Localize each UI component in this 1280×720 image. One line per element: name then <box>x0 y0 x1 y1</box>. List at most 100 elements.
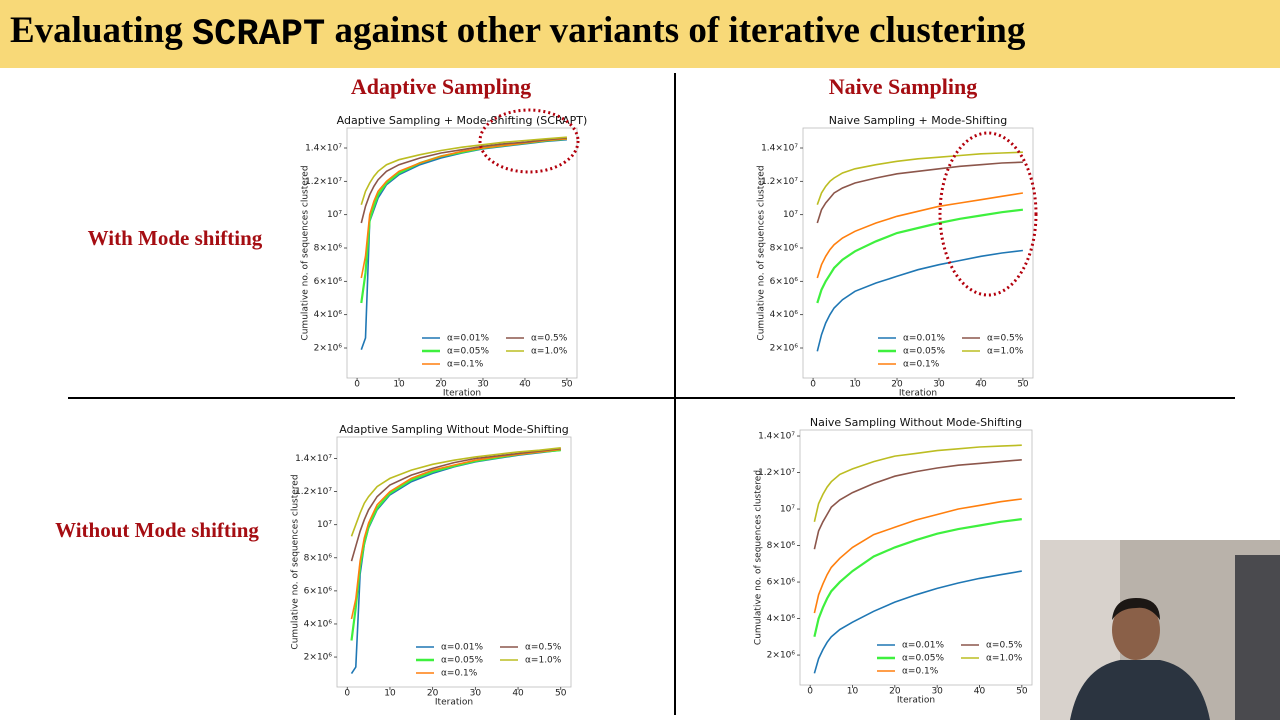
series-line <box>816 249 1023 352</box>
y-tick-label: 1.4×10⁷ <box>758 432 795 442</box>
x-tick-label: 40 <box>512 689 524 699</box>
highlight-ellipse <box>938 131 1038 297</box>
charts: Adaptive Sampling + Mode-Shifting (SCRAP… <box>291 114 1034 708</box>
y-tick-label: 6×10⁶ <box>314 277 343 287</box>
x-tick-label: 20 <box>435 380 447 390</box>
legend-label: α=1.0% <box>531 347 568 357</box>
speaker-hair <box>1112 598 1160 620</box>
series-line <box>360 138 567 279</box>
series-line <box>813 570 1022 674</box>
legend-label: α=1.0% <box>987 347 1024 357</box>
x-tick-label: 20 <box>891 380 903 390</box>
legend-label: α=1.0% <box>986 654 1023 664</box>
slide-title: Evaluating SCRAPT against other variants… <box>10 10 1026 55</box>
speaker-video <box>1040 540 1280 720</box>
y-tick-label: 10⁷ <box>317 520 332 530</box>
y-tick-label: 10⁷ <box>327 210 342 220</box>
title-part: Evaluating <box>10 10 192 51</box>
x-tick-label: 30 <box>477 380 489 390</box>
series-line <box>350 447 561 562</box>
y-tick-label: 1.4×10⁷ <box>305 144 342 154</box>
x-tick-label: 50 <box>555 689 567 699</box>
plot-area <box>799 429 1033 686</box>
highlight-ellipse <box>478 108 580 174</box>
y-tick-label: 1.4×10⁷ <box>761 144 798 154</box>
y-tick-label: 2×10⁶ <box>770 344 799 354</box>
chart-title: Naive Sampling Without Mode-Shifting <box>810 416 1022 429</box>
legend-label: α=0.5% <box>987 334 1024 344</box>
x-tick-label: 40 <box>975 380 987 390</box>
x-tick-label: 40 <box>519 380 531 390</box>
y-tick-label: 10⁷ <box>783 210 798 220</box>
y-tick-label: 6×10⁶ <box>770 277 799 287</box>
series-line <box>813 518 1022 638</box>
series-line <box>813 498 1022 614</box>
x-tick-label: 30 <box>931 687 943 697</box>
chart-title: Adaptive Sampling Without Mode-Shifting <box>339 423 569 436</box>
x-tick-label: 10 <box>847 687 859 697</box>
y-tick-label: 8×10⁶ <box>767 541 796 551</box>
y-tick-label: 1.4×10⁷ <box>295 454 332 464</box>
row-label: Without Mode shifting <box>55 518 259 542</box>
x-axis-label: Iteration <box>443 389 481 399</box>
x-tick-label: 0 <box>344 689 350 699</box>
plot-area <box>336 436 572 688</box>
legend-label: α=0.1% <box>447 360 484 370</box>
legend-label: α=0.05% <box>903 347 946 357</box>
column-label: Naive Sampling <box>829 74 978 99</box>
y-tick-label: 4×10⁶ <box>304 619 333 629</box>
series-line <box>816 161 1023 224</box>
x-tick-label: 50 <box>1017 380 1029 390</box>
title-part: against other variants of iterative clus… <box>325 10 1026 51</box>
y-tick-label: 1.2×10⁷ <box>305 177 342 187</box>
x-axis-label: Iteration <box>435 698 473 708</box>
x-tick-label: 30 <box>933 380 945 390</box>
row-label: With Mode shifting <box>88 226 263 250</box>
series-line <box>813 459 1022 550</box>
y-tick-label: 1.2×10⁷ <box>758 468 795 478</box>
y-tick-label: 8×10⁶ <box>314 244 343 254</box>
x-tick-label: 10 <box>384 689 396 699</box>
y-tick-label: 10⁷ <box>780 505 795 515</box>
legend-label: α=0.05% <box>447 347 490 357</box>
y-tick-label: 2×10⁶ <box>304 653 333 663</box>
plot-area <box>346 127 578 379</box>
legend-label: α=0.05% <box>441 656 484 666</box>
y-tick-label: 2×10⁶ <box>314 344 343 354</box>
y-axis-label: Cumulative no. of sequences clustered <box>754 470 764 645</box>
legend-label: α=0.1% <box>902 667 939 677</box>
legend-label: α=0.01% <box>902 641 945 651</box>
x-tick-label: 0 <box>807 687 813 697</box>
y-tick-label: 4×10⁶ <box>314 310 343 320</box>
x-tick-label: 50 <box>561 380 573 390</box>
series-line <box>350 448 561 620</box>
title-part: SCRAPT <box>192 14 325 56</box>
legend-label: α=0.01% <box>441 643 484 653</box>
y-axis-label: Cumulative no. of sequences clustered <box>291 474 301 649</box>
plot-area <box>802 127 1034 379</box>
legend-label: α=0.1% <box>903 360 940 370</box>
series-line <box>360 137 567 224</box>
series-line <box>350 447 561 537</box>
legend: α=0.01% α=0.05% α=0.1% α=0.5% α=1.0% <box>877 641 1023 677</box>
y-tick-label: 1.2×10⁷ <box>295 487 332 497</box>
x-tick-label: 10 <box>393 380 405 390</box>
series-line <box>360 136 567 205</box>
y-tick-label: 1.2×10⁷ <box>761 177 798 187</box>
series-line <box>813 444 1022 522</box>
x-tick-label: 20 <box>889 687 901 697</box>
x-tick-label: 0 <box>354 380 360 390</box>
speaker-body <box>1070 660 1210 720</box>
x-tick-label: 50 <box>1016 687 1028 697</box>
x-tick-label: 30 <box>470 689 482 699</box>
y-tick-label: 4×10⁶ <box>770 310 799 320</box>
legend-label: α=0.1% <box>441 669 478 679</box>
column-label: Adaptive Sampling <box>351 74 531 99</box>
legend-label: α=0.5% <box>986 641 1023 651</box>
y-tick-label: 6×10⁶ <box>304 586 333 596</box>
y-tick-label: 2×10⁶ <box>767 651 796 661</box>
legend-label: α=0.01% <box>903 334 946 344</box>
x-axis-label: Iteration <box>899 389 937 399</box>
y-tick-label: 4×10⁶ <box>767 614 796 624</box>
